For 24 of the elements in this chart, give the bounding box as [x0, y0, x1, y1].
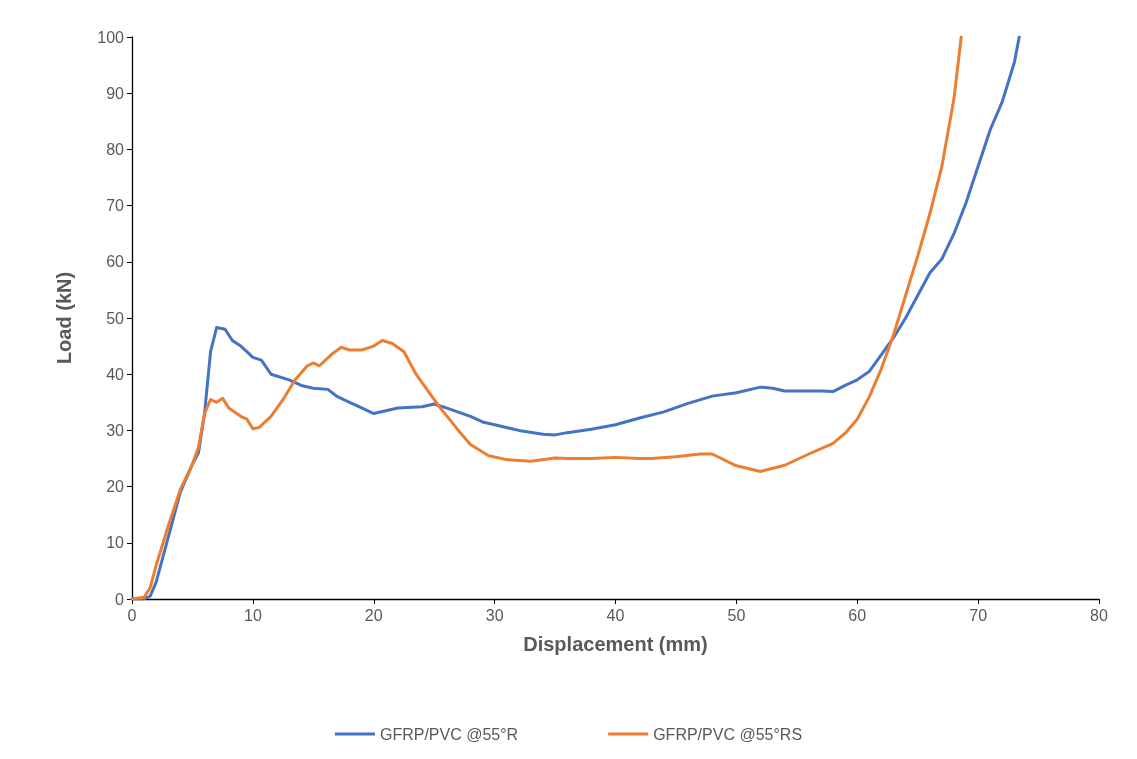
y-tick-label: 50: [106, 309, 125, 327]
y-tick-label: 40: [106, 365, 125, 383]
y-tick-label: 20: [106, 478, 125, 496]
legend-label: GFRP/PVC @55°R: [379, 725, 519, 743]
x-tick-label: 20: [364, 606, 383, 624]
legend-label: GFRP/PVC @55°RS: [653, 725, 803, 743]
y-tick-label: 70: [106, 197, 125, 215]
y-tick-label: 60: [106, 253, 125, 271]
x-tick-label: 0: [127, 606, 137, 624]
y-tick-label: 80: [106, 140, 125, 158]
y-tick-label: 30: [106, 421, 125, 439]
x-tick-label: 30: [485, 606, 504, 624]
x-tick-label: 50: [727, 606, 746, 624]
x-axis-title: Displacement (mm): [523, 633, 708, 655]
y-tick-label: 100: [97, 28, 125, 46]
x-tick-label: 70: [969, 606, 988, 624]
x-tick-label: 80: [1090, 606, 1108, 624]
y-tick-label: 90: [106, 84, 125, 102]
x-tick-label: 60: [848, 606, 867, 624]
x-tick-label: 40: [606, 606, 625, 624]
x-tick-label: 10: [243, 606, 262, 624]
y-tick-label: 0: [115, 590, 125, 608]
y-axis-title: Load (kN): [53, 271, 75, 365]
y-tick-label: 10: [106, 534, 125, 552]
